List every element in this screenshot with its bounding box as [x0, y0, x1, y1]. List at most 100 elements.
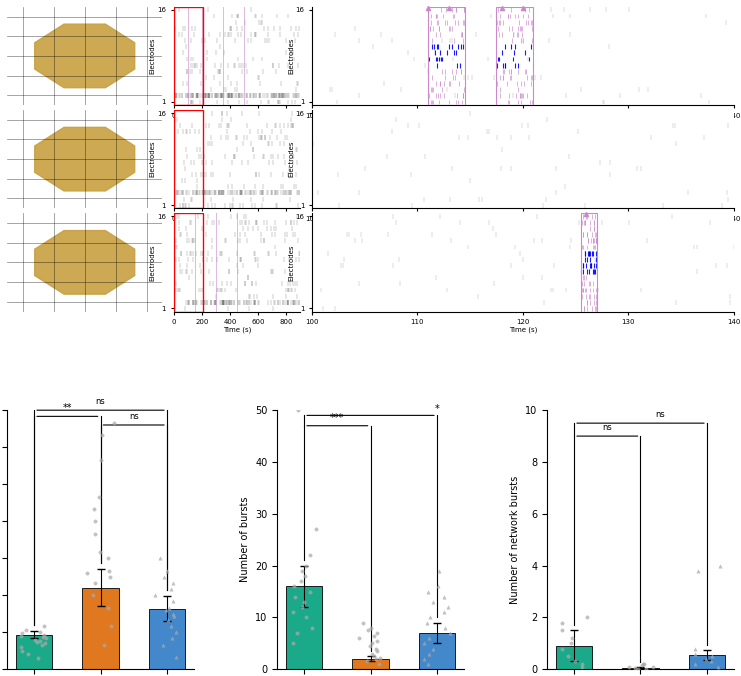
Point [161, 565, 173, 576]
Point [422, 586, 433, 597]
Point [89, 577, 101, 588]
Point [89, 516, 101, 527]
Point [22, 649, 34, 660]
Point [310, 524, 322, 535]
Text: *: * [434, 404, 439, 414]
Point [170, 652, 182, 662]
Point [439, 623, 451, 633]
Point [163, 602, 175, 613]
Point [357, 617, 369, 628]
Bar [581, 213, 597, 312]
Point [34, 635, 46, 646]
Point [36, 639, 48, 650]
Point [289, 592, 301, 602]
Point [40, 633, 52, 644]
Point [373, 658, 385, 669]
Bar [556, 646, 592, 669]
Point [442, 602, 454, 612]
Point [368, 651, 380, 662]
Y-axis label: Electrodes: Electrodes [150, 141, 156, 177]
Point [159, 571, 170, 582]
Point [370, 627, 382, 638]
Text: ns: ns [96, 397, 105, 406]
Point [160, 604, 172, 615]
Bar [174, 213, 202, 312]
Point [291, 627, 303, 638]
Point [640, 664, 652, 675]
Point [102, 553, 114, 564]
Point [300, 612, 312, 623]
Point [418, 654, 430, 665]
Point [444, 627, 456, 638]
Point [293, 405, 305, 416]
X-axis label: Time (s): Time (s) [223, 223, 251, 230]
Point [418, 638, 430, 649]
Bar [496, 7, 534, 105]
Point [15, 631, 27, 642]
Point [38, 629, 50, 640]
Polygon shape [35, 231, 135, 294]
Point [632, 664, 644, 675]
Point [296, 576, 308, 587]
X-axis label: Time (s): Time (s) [508, 120, 537, 126]
Point [31, 637, 43, 648]
Point [370, 654, 382, 665]
Point [576, 661, 588, 672]
Point [102, 602, 114, 613]
Point [168, 611, 180, 622]
Point [34, 627, 46, 637]
Point [368, 630, 380, 641]
Point [637, 658, 648, 669]
Point [90, 528, 102, 539]
Point [98, 639, 110, 650]
Point [88, 504, 100, 514]
Point [422, 658, 433, 669]
Point [366, 648, 378, 659]
Point [305, 586, 316, 597]
Point [711, 661, 723, 672]
Point [353, 633, 365, 644]
Point [30, 634, 41, 645]
Point [432, 581, 444, 592]
Point [95, 454, 107, 465]
Point [556, 617, 568, 628]
X-axis label: Time (s): Time (s) [223, 327, 251, 333]
Point [705, 651, 717, 662]
Point [39, 638, 51, 649]
Point [165, 621, 176, 631]
Point [87, 590, 99, 601]
Point [16, 646, 28, 656]
Point [427, 596, 439, 607]
Point [82, 568, 93, 579]
Point [367, 638, 379, 649]
Point [93, 491, 105, 502]
Bar [428, 7, 465, 105]
Y-axis label: Number of bursts: Number of bursts [240, 497, 250, 583]
Point [301, 560, 313, 571]
Point [428, 643, 439, 654]
Point [167, 577, 179, 588]
Point [36, 632, 48, 643]
Point [361, 656, 373, 667]
Text: **: ** [62, 403, 72, 412]
Polygon shape [35, 127, 135, 191]
Point [157, 639, 169, 650]
Point [688, 648, 700, 659]
Point [371, 646, 383, 656]
Point [105, 621, 117, 631]
Text: ns: ns [656, 410, 665, 419]
Point [576, 658, 588, 669]
Point [689, 643, 701, 654]
Bar [82, 588, 119, 669]
Point [565, 638, 577, 649]
Bar [174, 7, 202, 105]
Text: ns: ns [129, 412, 139, 421]
Point [154, 553, 166, 564]
Point [370, 643, 382, 654]
Point [93, 547, 105, 558]
Point [714, 560, 725, 571]
Point [438, 607, 450, 618]
Point [32, 653, 44, 664]
Point [298, 596, 310, 607]
Point [107, 417, 119, 428]
